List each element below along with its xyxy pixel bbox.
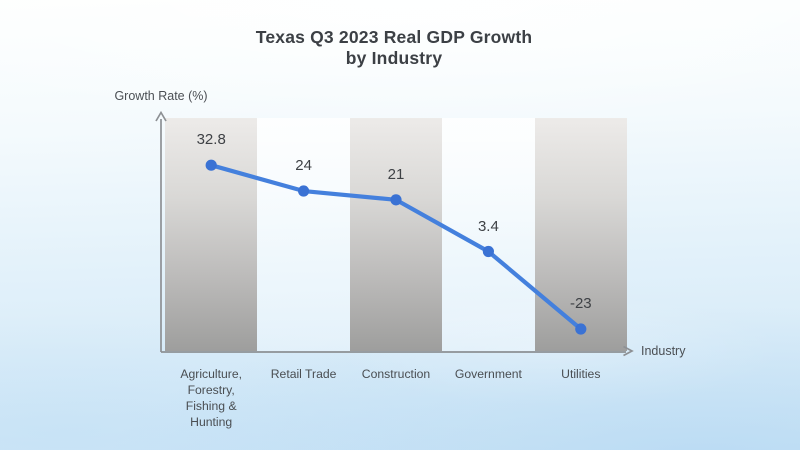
- chart-title: Texas Q3 2023 Real GDP Growth by Industr…: [0, 27, 788, 69]
- data-point-3: [482, 245, 494, 258]
- x-tick-2: Construction: [361, 367, 431, 381]
- gdp-growth-line: [209, 163, 583, 332]
- x-axis-arrow-icon: [623, 345, 634, 357]
- x-tick-0: Agriculture, Forestry, Fishing & Hunting: [180, 367, 243, 429]
- data-point-2: [390, 194, 402, 206]
- value-label-0: 32.8: [196, 131, 226, 149]
- x-tick-3: Government: [454, 367, 522, 381]
- bg-column-1: [257, 118, 350, 351]
- bg-column-0: [165, 118, 258, 351]
- data-point-1: [298, 185, 310, 197]
- data-point-4: [575, 323, 587, 335]
- x-tick-4: Utilities: [561, 367, 601, 381]
- value-label-2: 21: [387, 165, 405, 183]
- bg-column-4: [534, 118, 627, 351]
- value-label-3: 3.4: [477, 217, 499, 235]
- value-label-1: 24: [295, 157, 312, 175]
- y-axis-label: Growth Rate (%): [114, 89, 208, 103]
- x-tick-1: Retail Trade: [270, 367, 337, 381]
- y-axis-arrow-icon: [155, 110, 167, 122]
- chart-title-line1: Texas Q3 2023 Real GDP Growth: [255, 27, 533, 47]
- chart-title-line2: by Industry: [345, 48, 443, 68]
- data-point-0: [205, 159, 217, 171]
- x-axis-label: Industry: [641, 344, 686, 358]
- bg-column-2: [349, 118, 443, 351]
- value-label-4: -23: [569, 295, 592, 313]
